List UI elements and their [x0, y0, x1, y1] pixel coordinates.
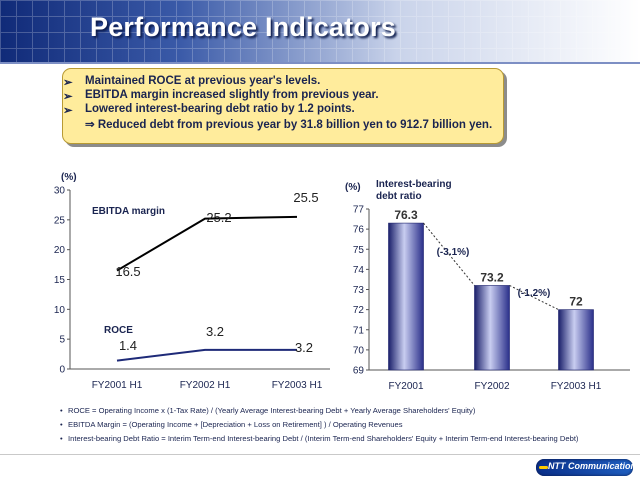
ebitda-margin-line [116, 215, 298, 272]
banner-grid-pattern [0, 0, 640, 62]
right-y-tick-label: 70 [353, 345, 365, 356]
arrow-bullet-icon: ➢ [63, 105, 73, 117]
left-y-tick-label: 25 [54, 215, 66, 226]
right-y-tick-label: 71 [353, 325, 365, 336]
note-bullet: • [60, 434, 63, 443]
debt-ratio-data-label: 72 [569, 295, 583, 309]
arrow-bullet-icon: ➢ [63, 77, 73, 89]
charts-canvas: (%) 0 5 10 15 20 25 30 FY2001 H1 FY2002 H1 FY2003 … [54, 172, 630, 392]
change-connector [509, 285, 559, 311]
arrow-bullet-icon: ➢ [63, 91, 73, 103]
change-label: (-1.2%) [518, 288, 551, 299]
right-y-unit-label: (%) [345, 182, 361, 193]
summary-box: ➢ Maintained ROCE at previous year's lev… [62, 68, 504, 144]
left-y-tick-label: 0 [59, 365, 65, 376]
left-y-tick-label: 5 [59, 335, 65, 346]
left-x-tick-label: FY2003 H1 [272, 380, 323, 391]
note-roce: • ROCE = Operating Income x (1-Tax Rate)… [60, 406, 630, 420]
ebitda-data-label: 16.5 [115, 264, 140, 279]
roce-data-label: 3.2 [295, 340, 313, 355]
summary-point-text: Maintained ROCE at previous year's level… [85, 75, 321, 87]
debt-ratio-bar [388, 222, 424, 371]
summary-point-text: EBITDA margin increased slightly from pr… [85, 89, 379, 101]
roce-data-label: 1.4 [119, 338, 137, 353]
left-y-tick-label: 15 [54, 275, 66, 286]
note-ebitda: • EBITDA Margin = (Operating Income + [D… [60, 420, 630, 434]
roce-data-label: 3.2 [206, 324, 224, 339]
logo-swoosh-icon [539, 466, 548, 469]
debt-ratio-data-label: 73.2 [480, 270, 504, 284]
definition-notes: • ROCE = Operating Income x (1-Tax Rate)… [60, 406, 630, 448]
debt-ratio-bar [558, 309, 594, 371]
page-title: Performance Indicators [90, 12, 397, 42]
change-connector [423, 222, 475, 286]
note-bullet: • [60, 406, 63, 415]
logo-wordmark: NTT Communications [548, 461, 640, 471]
change-label: (-3.1%) [437, 247, 470, 258]
ebitda-data-label: 25.5 [293, 190, 318, 205]
ntt-communications-logo: NTT Communications [536, 459, 640, 476]
right-y-tick-label: 77 [353, 205, 365, 216]
ebitda-series-label: EBITDA margin [92, 206, 165, 217]
left-y-tick-label: 10 [54, 305, 66, 316]
right-y-tick-label: 76 [353, 225, 365, 236]
right-chart-title-line2: debt ratio [376, 191, 422, 202]
footer-divider [0, 454, 640, 455]
title-banner: Performance Indicators [0, 0, 640, 62]
debt-ratio-bar [474, 285, 510, 371]
summary-point-text: Lowered interest-bearing debt ratio by 1… [85, 103, 355, 115]
right-x-tick-label: FY2001 [388, 381, 423, 392]
left-y-tick-label: 30 [54, 186, 66, 197]
right-y-tick-label: 74 [353, 265, 365, 276]
debt-ratio-data-label: 76.3 [394, 208, 418, 222]
note-text: EBITDA Margin = (Operating Income + [Dep… [68, 420, 403, 429]
right-y-tick-label: 72 [353, 305, 365, 316]
ebitda-data-label: 25.2 [206, 210, 231, 225]
left-y-unit-label: (%) [61, 172, 77, 183]
roce-series-label: ROCE [104, 325, 133, 336]
note-text: Interest-bearing Debt Ratio = Interim Te… [68, 434, 579, 443]
right-y-tick-label: 69 [353, 366, 365, 377]
right-chart-title-line1: Interest-bearing [376, 179, 452, 190]
left-x-tick-label: FY2001 H1 [92, 380, 143, 391]
banner-divider [0, 62, 640, 64]
note-bullet: • [60, 420, 63, 429]
note-debt-ratio: • Interest-bearing Debt Ratio = Interim … [60, 434, 630, 448]
right-y-tick-label: 75 [353, 245, 365, 256]
summary-sub-point: ⇒ Reduced debt from previous year by 31.… [85, 119, 493, 131]
left-x-tick-label: FY2002 H1 [180, 380, 231, 391]
roce-line [116, 348, 297, 362]
left-y-tick-label: 20 [54, 245, 66, 256]
right-y-tick-label: 73 [353, 285, 365, 296]
note-text: ROCE = Operating Income x (1-Tax Rate) /… [68, 406, 476, 415]
right-x-tick-label: FY2003 H1 [551, 381, 602, 392]
right-x-tick-label: FY2002 [474, 381, 509, 392]
